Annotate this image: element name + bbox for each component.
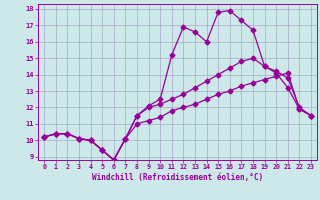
X-axis label: Windchill (Refroidissement éolien,°C): Windchill (Refroidissement éolien,°C)	[92, 173, 263, 182]
